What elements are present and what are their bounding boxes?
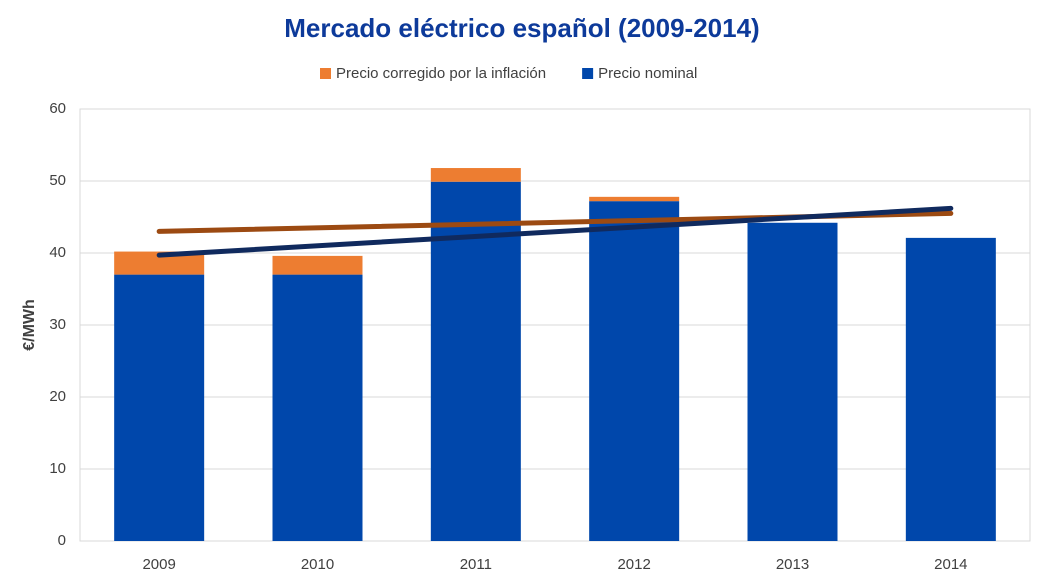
legend-label: Precio corregido por la inflación [336, 65, 546, 82]
legend-swatch [320, 68, 331, 79]
y-tick-label: 20 [49, 388, 66, 405]
legend-label: Precio nominal [598, 65, 697, 82]
x-tick-label: 2013 [776, 556, 809, 573]
bar-segment [747, 222, 838, 541]
bar-segment [430, 168, 521, 182]
bar-segment [589, 196, 680, 202]
y-tick-label: 50 [49, 172, 66, 189]
chart-title: Mercado eléctrico español (2009-2014) [284, 13, 759, 43]
y-tick-label: 40 [49, 244, 66, 261]
x-tick-label: 2010 [301, 556, 334, 573]
x-tick-label: 2011 [460, 556, 492, 573]
x-tick-label: 2014 [934, 556, 967, 573]
bar-segment [114, 251, 205, 275]
bar-segment [905, 237, 996, 541]
y-axis-label: €/MWh [21, 299, 38, 351]
legend-swatch [582, 68, 594, 79]
trend-line [156, 205, 954, 258]
y-tick-label: 10 [49, 460, 66, 477]
bar-segment [589, 201, 680, 541]
bar-segment [272, 255, 363, 275]
x-tick-label: 2009 [142, 556, 175, 573]
y-tick-label: 30 [49, 316, 66, 333]
bar-segment [430, 181, 521, 541]
bar-segment [114, 274, 205, 541]
y-tick-label: 60 [49, 100, 66, 117]
x-tick-label: 2012 [617, 556, 650, 573]
bar-segment [272, 274, 363, 541]
y-tick-label: 0 [58, 532, 66, 549]
